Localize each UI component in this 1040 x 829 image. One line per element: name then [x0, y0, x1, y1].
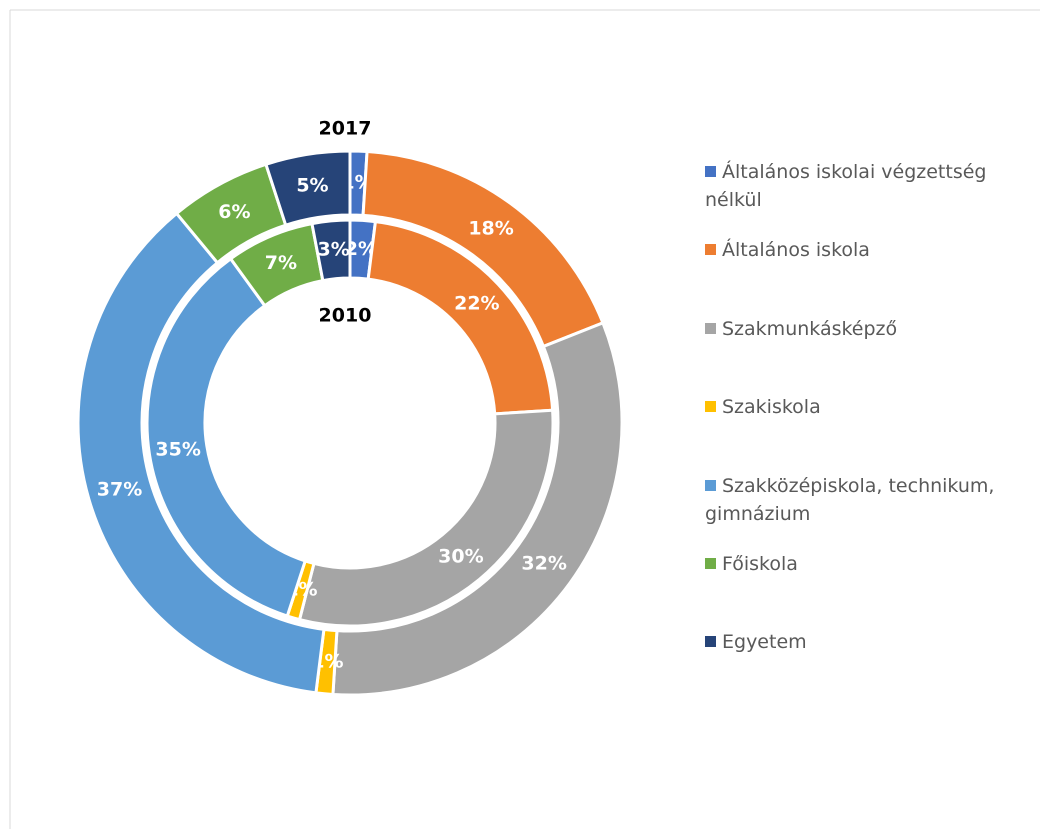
data-label: 6% — [218, 201, 250, 223]
legend-swatch — [705, 558, 716, 569]
legend-label: Általános iskola — [722, 239, 870, 262]
legend-label: Szakközépiskola, technikum, gimnázium — [705, 474, 995, 525]
legend-item: Szakközépiskola, technikum, gimnázium — [705, 472, 1035, 528]
legend-swatch — [705, 479, 716, 491]
legend-label: Főiskola — [722, 553, 798, 575]
legend-item: Általános iskola — [705, 236, 1035, 264]
slice — [264, 149, 352, 228]
ring-label: 2017 — [319, 118, 372, 140]
data-label: 2% — [345, 238, 377, 260]
legend-swatch — [705, 244, 716, 256]
legend-label: Szakiskola — [722, 396, 821, 419]
slice — [310, 218, 352, 283]
data-label: 37% — [97, 478, 142, 500]
legend-label: Általános iskolai végzettség nélkül — [705, 161, 987, 211]
legend-item: Általános iskolai végzettség nélkül — [705, 158, 1035, 214]
data-label: 32% — [521, 553, 566, 575]
legend-swatch — [705, 166, 716, 177]
data-label: 5% — [296, 174, 328, 196]
data-label: 35% — [155, 439, 200, 461]
data-label: 18% — [468, 217, 513, 239]
slice — [145, 256, 308, 618]
legend-item: Szakiskola — [705, 393, 1035, 421]
legend-item: Egyetem — [705, 628, 1035, 656]
ring-label: 2010 — [319, 305, 372, 327]
data-label: 7% — [265, 252, 297, 274]
legend-label: Egyetem — [722, 631, 807, 654]
slice — [297, 408, 555, 628]
data-label: 22% — [454, 292, 499, 314]
data-label: 3% — [317, 238, 349, 260]
legend-swatch — [705, 636, 716, 648]
legend-item: Szakmunkásképző — [705, 315, 1035, 343]
legend-swatch — [705, 401, 716, 413]
legend-label: Szakmunkásképző — [722, 317, 898, 340]
legend-item: Főiskola — [705, 550, 1035, 578]
data-label: 30% — [438, 546, 483, 568]
slice — [76, 211, 326, 695]
slice — [331, 320, 624, 697]
legend-swatch — [705, 322, 716, 334]
